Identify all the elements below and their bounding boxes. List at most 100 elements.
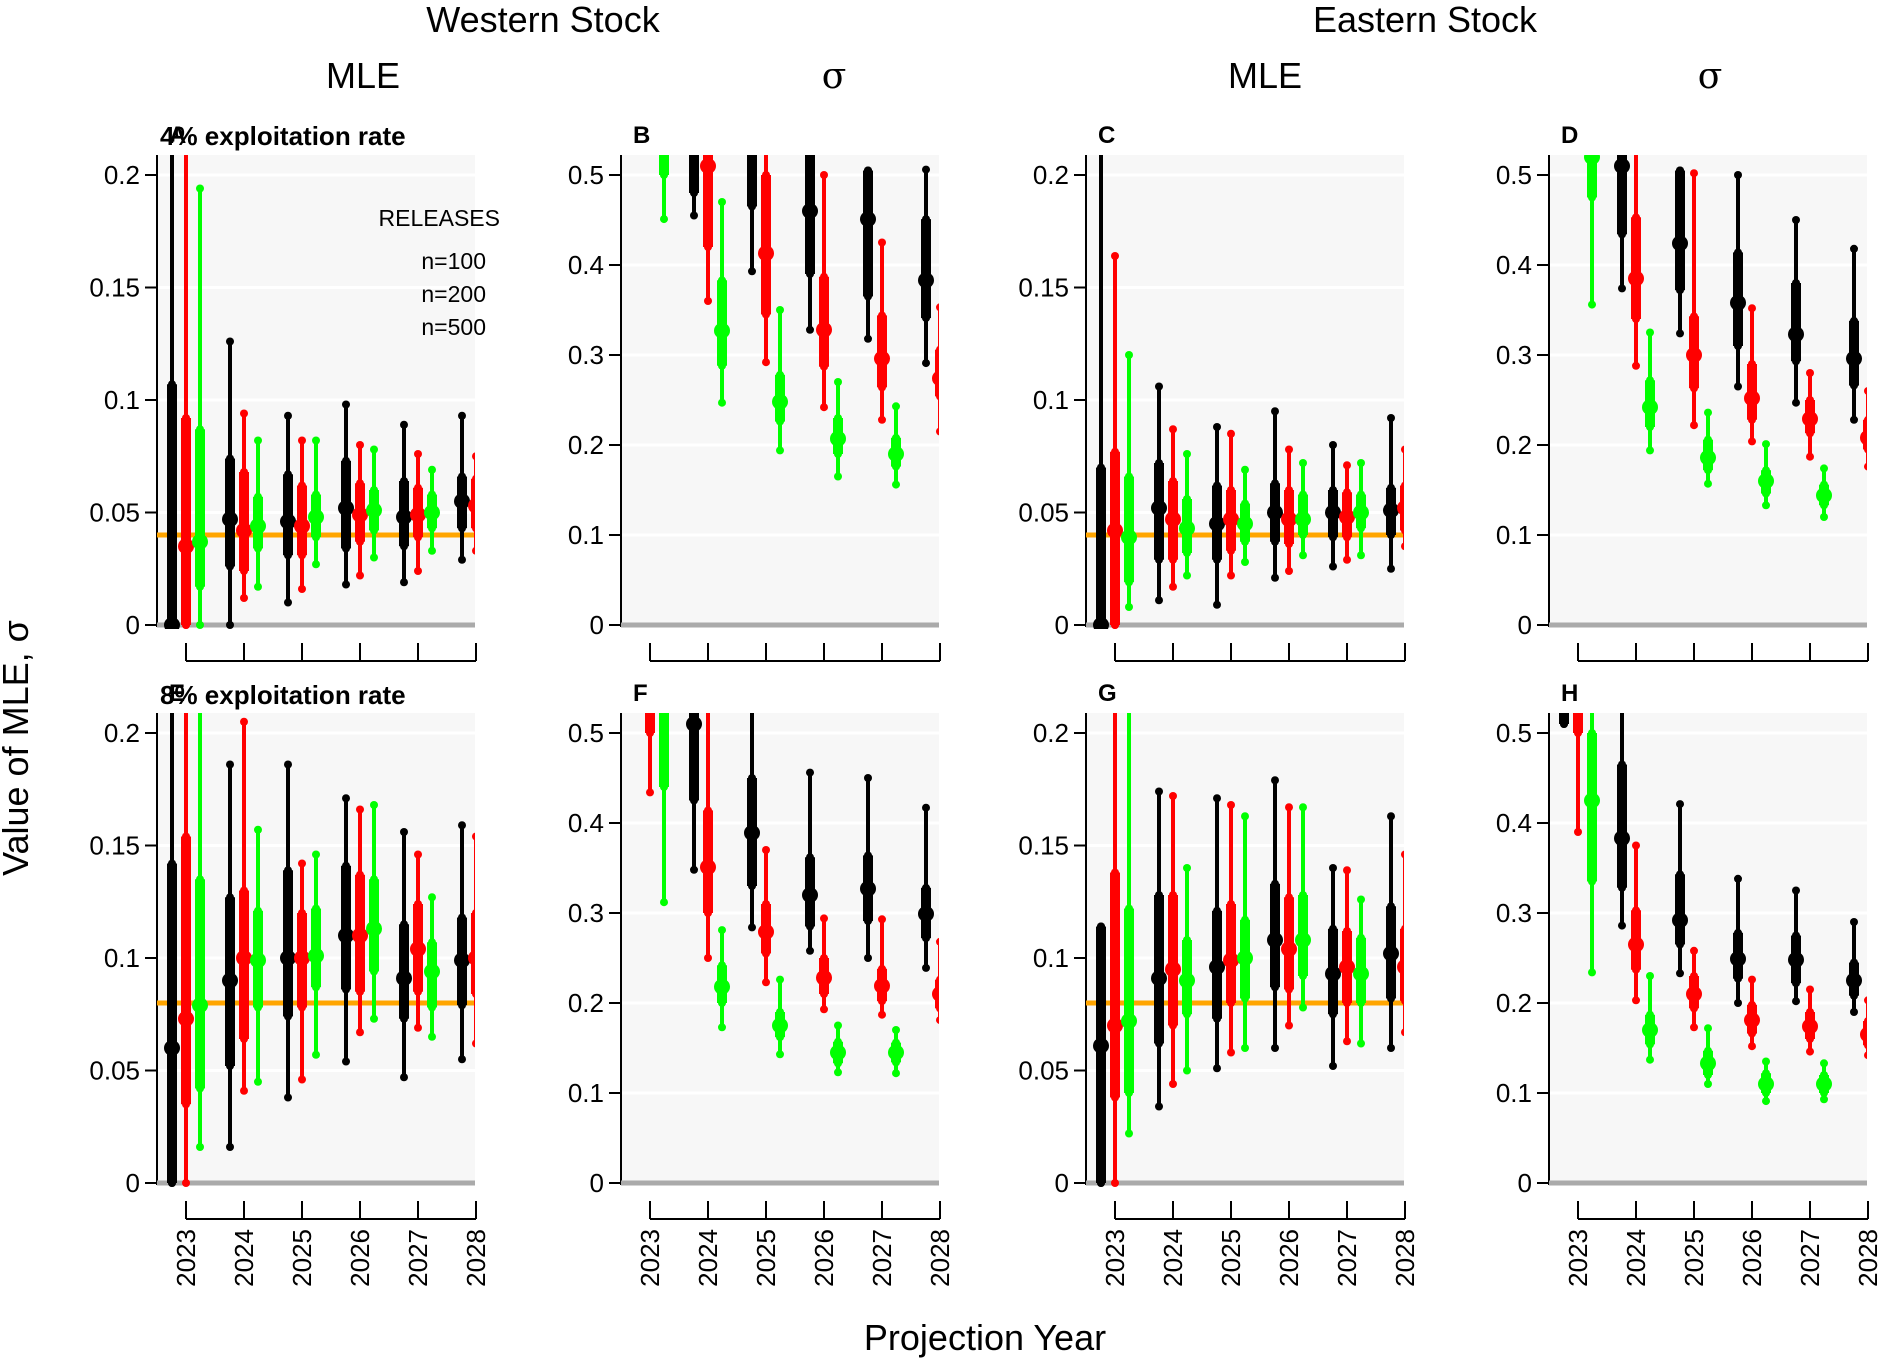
error-bars bbox=[164, 713, 475, 1187]
median-point bbox=[294, 518, 310, 534]
errorbar-n200-2028 bbox=[1397, 445, 1404, 551]
interval-end bbox=[428, 893, 436, 902]
interval-end bbox=[1690, 972, 1698, 980]
interval-end bbox=[1618, 921, 1626, 930]
median-point bbox=[454, 493, 470, 510]
y-tick-label: 0.5 bbox=[1496, 160, 1532, 190]
median-point bbox=[1165, 511, 1181, 528]
interval-end bbox=[226, 893, 234, 902]
y-tick-label: 0.05 bbox=[89, 1056, 140, 1086]
median-point bbox=[1151, 500, 1167, 516]
interval-end bbox=[1618, 883, 1626, 892]
errorbar-n100-2026 bbox=[802, 155, 818, 334]
interval-end bbox=[182, 1100, 190, 1109]
median-point bbox=[366, 920, 382, 937]
interval-end bbox=[312, 983, 320, 992]
plot-background bbox=[1549, 155, 1867, 625]
median-point bbox=[352, 927, 368, 944]
interval-end bbox=[370, 486, 378, 494]
median-point bbox=[874, 350, 890, 367]
errorbar-n500-2025 bbox=[772, 306, 788, 455]
errorbar-n200-2027 bbox=[410, 850, 426, 1032]
interval-end bbox=[370, 445, 378, 454]
interval-end bbox=[1299, 490, 1307, 499]
interval-end bbox=[1806, 985, 1814, 994]
interval-end bbox=[1097, 463, 1105, 472]
interval-end bbox=[472, 452, 475, 461]
interval-end bbox=[762, 949, 770, 958]
interval-end bbox=[1213, 555, 1221, 564]
interval-end bbox=[1169, 582, 1177, 591]
interval-end bbox=[458, 555, 466, 564]
errorbar-n500-2023 bbox=[192, 184, 208, 629]
interval-end bbox=[1125, 472, 1133, 481]
interval-end bbox=[1415, 484, 1423, 492]
x-tick-label: 2024 bbox=[693, 1229, 723, 1287]
errorbar-n200-2027 bbox=[1802, 985, 1818, 1056]
panel-label: H bbox=[1561, 680, 1578, 707]
interval-end bbox=[950, 1050, 958, 1058]
median-point bbox=[396, 970, 412, 987]
interval-end bbox=[1401, 1028, 1404, 1037]
interval-end bbox=[1792, 931, 1800, 940]
errorbar-n200-2026 bbox=[352, 441, 368, 580]
interval-end bbox=[1329, 441, 1337, 449]
interval-end bbox=[240, 1086, 248, 1095]
interval-end bbox=[1588, 877, 1596, 886]
interval-end bbox=[1820, 480, 1828, 489]
interval-end bbox=[356, 805, 364, 814]
interval-end bbox=[1343, 555, 1351, 564]
errorbar-n500-2026 bbox=[1295, 803, 1311, 1012]
median-point bbox=[816, 321, 832, 338]
median-point bbox=[1816, 1076, 1832, 1092]
interval-end bbox=[1792, 979, 1800, 988]
interval-end bbox=[806, 946, 814, 955]
errorbar-n100-2024 bbox=[1614, 713, 1630, 930]
interval-end bbox=[748, 882, 756, 890]
interval-end bbox=[820, 403, 828, 412]
interval-end bbox=[1387, 812, 1395, 821]
interval-end bbox=[356, 537, 364, 546]
errorbar-n100-2028 bbox=[918, 803, 934, 972]
median-point bbox=[410, 506, 426, 523]
interval-end bbox=[776, 975, 784, 984]
interval-end bbox=[298, 859, 306, 868]
median-point bbox=[758, 245, 774, 262]
interval-end bbox=[660, 215, 668, 224]
interval-end bbox=[400, 477, 408, 485]
interval-end bbox=[806, 768, 814, 777]
interval-end bbox=[486, 518, 494, 526]
median-point bbox=[1730, 294, 1746, 311]
interval-end bbox=[1169, 1021, 1177, 1030]
interval-end bbox=[254, 492, 262, 501]
interval-end bbox=[1415, 455, 1423, 463]
y-tick-label: 0.3 bbox=[568, 340, 604, 370]
interval-end bbox=[356, 479, 364, 488]
interval-end bbox=[1734, 382, 1742, 391]
median-point bbox=[830, 430, 846, 447]
interval-end bbox=[1155, 891, 1163, 899]
median-point bbox=[1411, 955, 1427, 971]
interval-end bbox=[1762, 466, 1770, 475]
interval-end bbox=[472, 524, 475, 533]
interval-end bbox=[1183, 1066, 1191, 1075]
interval-end bbox=[936, 1004, 939, 1013]
panels: 0 0.05 0.1 0.15 0.2 A 0 0.1 0.2 0.3 0.4 0.5 B 0 0.05 0.… bbox=[89, 122, 1883, 1287]
errorbar-n200-2024 bbox=[1628, 841, 1644, 1005]
y-tick-label: 0.4 bbox=[568, 250, 604, 280]
y-tick-label: 0.3 bbox=[568, 898, 604, 928]
median-point bbox=[1758, 1076, 1774, 1092]
interval-end bbox=[950, 437, 958, 445]
errorbar-n100-2023 bbox=[164, 713, 180, 1187]
interval-end bbox=[370, 801, 378, 809]
interval-end bbox=[922, 883, 930, 892]
interval-end bbox=[1676, 166, 1684, 175]
interval-end bbox=[342, 861, 350, 870]
x-tick-label: 2028 bbox=[1390, 1229, 1420, 1287]
errorbar-n500-2028 bbox=[1411, 871, 1427, 1019]
interval-end bbox=[1169, 555, 1177, 564]
interval-end bbox=[254, 825, 262, 834]
interval-end bbox=[1734, 248, 1742, 257]
errorbar-n100-2023 bbox=[1093, 922, 1109, 1187]
x-tick-label: 2024 bbox=[1621, 1229, 1651, 1287]
